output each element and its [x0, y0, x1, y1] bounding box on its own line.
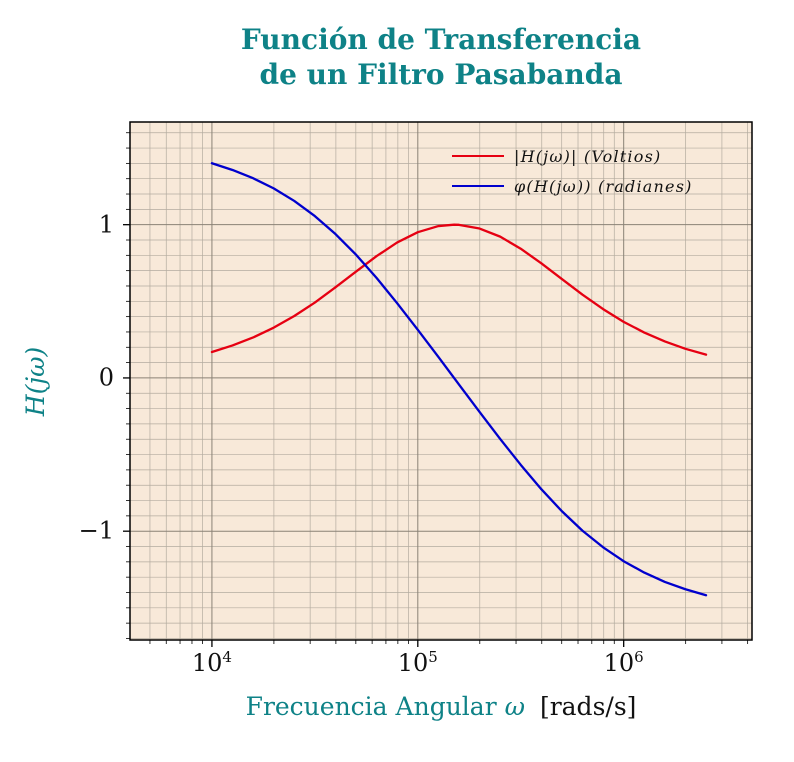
plot-canvas: [123, 121, 753, 647]
y-tick-label: −1: [78, 516, 114, 545]
chart-title: Función de Transferencia de un Filtro Pa…: [130, 22, 752, 92]
x-tick-label: 105: [397, 648, 438, 677]
legend-label-magnitude: |H(jω)| (Voltios): [514, 146, 662, 166]
y-tick-label: 0: [98, 363, 114, 392]
y-axis-label: H(jω): [14, 122, 58, 640]
legend: |H(jω)| (Voltios) φ(H(jω)) (radianes): [452, 147, 693, 207]
chart-title-line2: de un Filtro Pasabanda: [259, 58, 623, 91]
omega-symbol: ω: [504, 692, 525, 721]
legend-item-phase: φ(H(jω)) (radianes): [452, 176, 693, 196]
phase-curve: [210, 162, 708, 597]
x-axis-unit: [rads/s]: [539, 692, 637, 721]
chart-title-line1: Función de Transferencia: [240, 23, 642, 56]
legend-label-phase: φ(H(jω)) (radianes): [514, 176, 693, 196]
x-axis-label: Frecuencia Angular ω [rads/s]: [130, 692, 752, 721]
x-tick-label: 104: [191, 648, 232, 677]
y-axis-label-text: H(jω): [21, 346, 51, 416]
magnitude-curve: [210, 223, 708, 356]
x-tick-label: 106: [603, 648, 644, 677]
y-tick-label: 1: [98, 210, 114, 239]
legend-item-magnitude: |H(jω)| (Voltios): [452, 146, 693, 166]
x-axis-label-text: Frecuencia Angular: [245, 692, 497, 721]
magnitude-line-swatch: [452, 154, 504, 158]
phase-line-swatch: [452, 184, 504, 188]
